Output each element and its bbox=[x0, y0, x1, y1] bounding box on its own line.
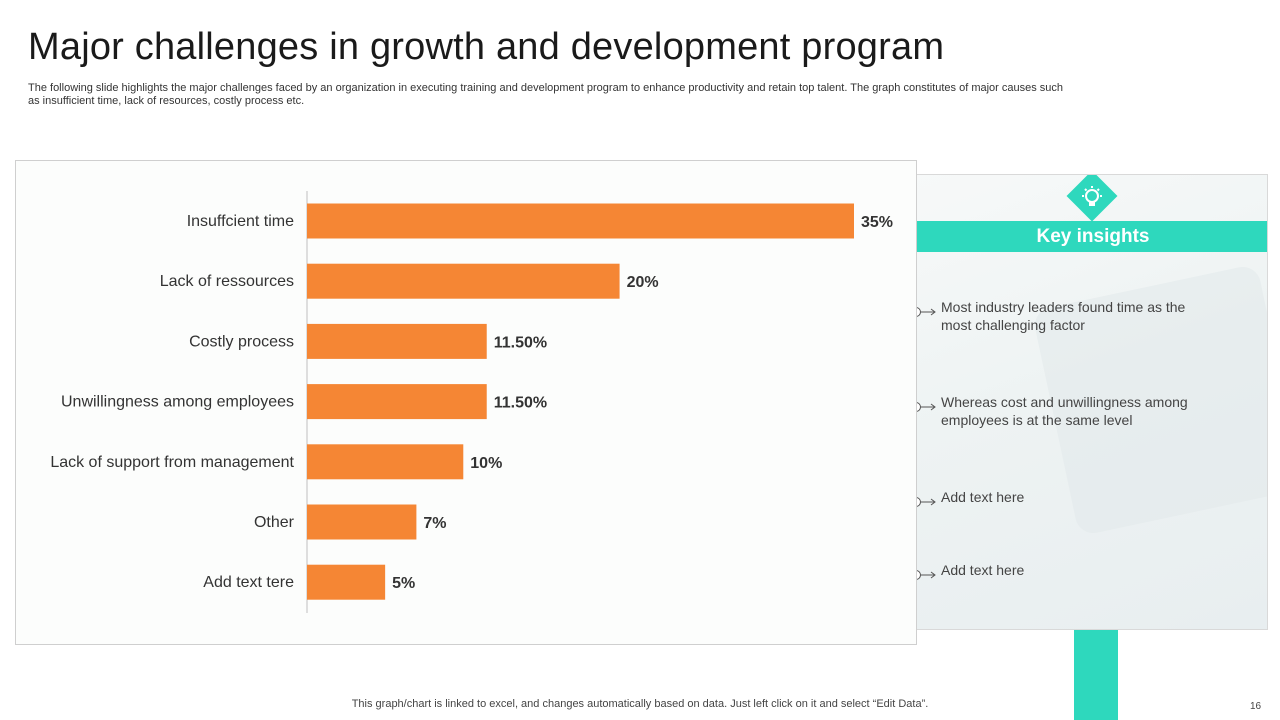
category-label: Other bbox=[254, 514, 295, 531]
data-label: 10% bbox=[470, 455, 502, 472]
insight-text-1: Most industry leaders found time as the … bbox=[941, 299, 1186, 333]
bar[interactable] bbox=[307, 504, 417, 540]
data-label: 11.50% bbox=[494, 395, 547, 412]
chart-panel[interactable]: Insuffcient time 35% Lack of ressources 20%… bbox=[15, 160, 917, 645]
category-label: Insuffcient time bbox=[187, 213, 294, 230]
data-label: 11.50% bbox=[494, 334, 547, 351]
page-number: 16 bbox=[1250, 701, 1262, 712]
category-label: Lack of ressources bbox=[160, 273, 294, 290]
category-label: Add text tere bbox=[203, 574, 294, 591]
data-label: 7% bbox=[423, 515, 446, 532]
bar[interactable] bbox=[307, 384, 487, 420]
key-insights-header: Key insights bbox=[917, 221, 1267, 252]
slide-subtitle: The following slide highlights the major… bbox=[28, 82, 1064, 107]
insight-text-3: Add text here bbox=[941, 489, 1025, 505]
slide-title: Major challenges in growth and developme… bbox=[28, 26, 945, 68]
category-label: Lack of support from management bbox=[50, 454, 294, 471]
decorative-teal-post bbox=[1074, 630, 1118, 720]
insight-text-4: Add text here bbox=[941, 562, 1025, 578]
bar[interactable] bbox=[307, 564, 386, 600]
bar[interactable] bbox=[307, 263, 620, 299]
category-label: Unwillingness among employees bbox=[61, 394, 294, 411]
bar[interactable] bbox=[307, 323, 487, 359]
footer-note: This graph/chart is linked to excel, and… bbox=[351, 698, 929, 710]
data-label: 35% bbox=[861, 214, 893, 231]
key-insights-panel: Key insights bbox=[902, 174, 1268, 630]
lightbulb-gear-icon bbox=[1082, 186, 1102, 206]
key-insights-title: Key insights bbox=[1036, 226, 1150, 247]
data-label: 20% bbox=[627, 274, 659, 291]
insight-text-2: Whereas cost and unwillingness among emp… bbox=[941, 394, 1188, 428]
data-label: 5% bbox=[392, 575, 415, 592]
category-label: Costly process bbox=[189, 333, 294, 350]
bar-chart[interactable]: Insuffcient time 35% Lack of ressources 20%… bbox=[16, 161, 916, 644]
bar[interactable] bbox=[307, 203, 854, 239]
bar[interactable] bbox=[307, 444, 464, 480]
